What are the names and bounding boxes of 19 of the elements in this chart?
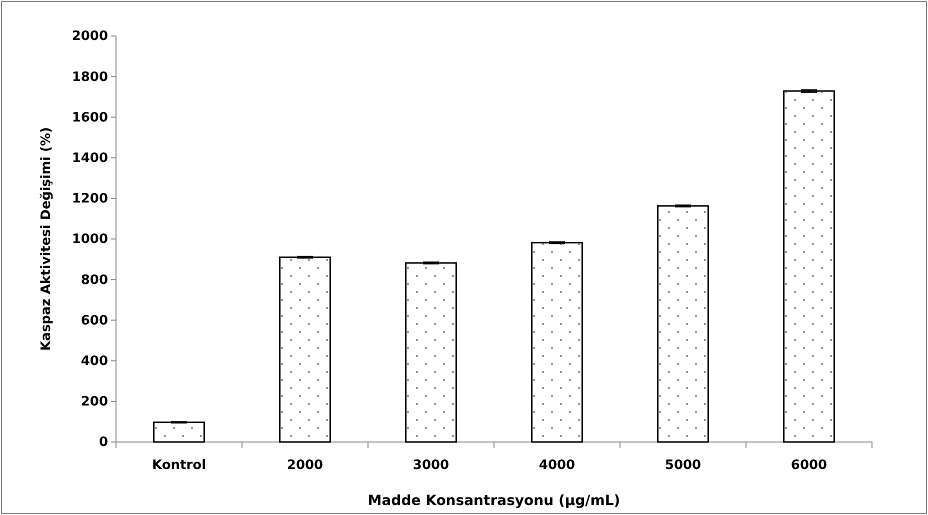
y-tick-label: 200	[80, 394, 108, 410]
x-axis-title: Madde Konsantrasyonu (µg/mL)	[368, 493, 620, 509]
y-tick-label: 1800	[72, 70, 108, 85]
y-tick-label: 1000	[72, 232, 108, 248]
y-tick-label: 400	[80, 354, 108, 369]
y-tick-label: 1400	[72, 150, 108, 166]
x-tick-label: 2000	[286, 458, 324, 474]
y-tick-label: 2000	[72, 29, 108, 44]
y-tick-label: 0	[98, 435, 108, 450]
y-axis-title: Kaspaz Aktivitesi Değişimi (%)	[39, 127, 54, 351]
x-tick-label: 4000	[538, 458, 576, 474]
x-tick-label: Kontrol	[152, 458, 206, 474]
y-tick-label: 1600	[72, 110, 108, 126]
x-tick-label: 3000	[412, 458, 450, 474]
x-tick-label: 5000	[664, 458, 702, 474]
x-tick-label: 6000	[790, 458, 828, 474]
y-tick-label: 1200	[72, 192, 108, 207]
y-tick-label: 800	[80, 272, 108, 288]
y-tick-label: 600	[80, 313, 108, 328]
